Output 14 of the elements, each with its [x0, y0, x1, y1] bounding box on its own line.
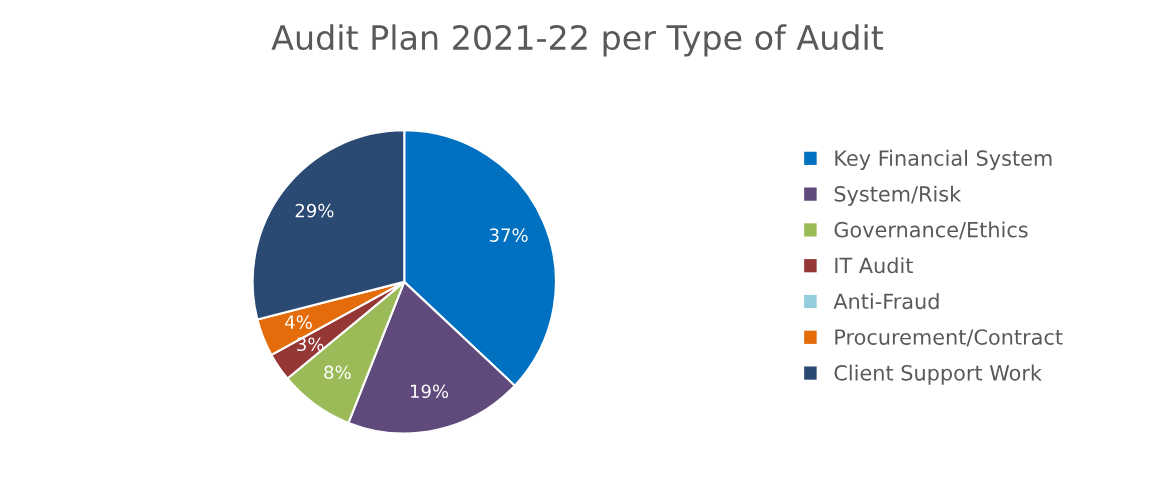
data-label: 37%	[489, 228, 528, 242]
data-label: 19%	[410, 384, 449, 399]
data-label: 4%	[285, 315, 312, 329]
data-label: 8%	[324, 365, 351, 380]
data-label: 3%	[297, 337, 324, 352]
legend-label: Procurement/Contract	[835, 329, 1063, 347]
legend-label: IT Audit	[835, 257, 913, 274]
data-label: 29%	[295, 203, 334, 218]
legend-label: Key Financial System	[835, 149, 1052, 171]
legend-label: Client Support Work	[834, 364, 1042, 385]
legend-label: Anti-Fraud	[833, 293, 939, 310]
legend-label: Governance/Ethics	[834, 221, 1028, 240]
chart-title: Audit Plan 2021-22 per Type of Audit	[271, 24, 884, 57]
legend-label: System/Risk	[834, 185, 962, 206]
